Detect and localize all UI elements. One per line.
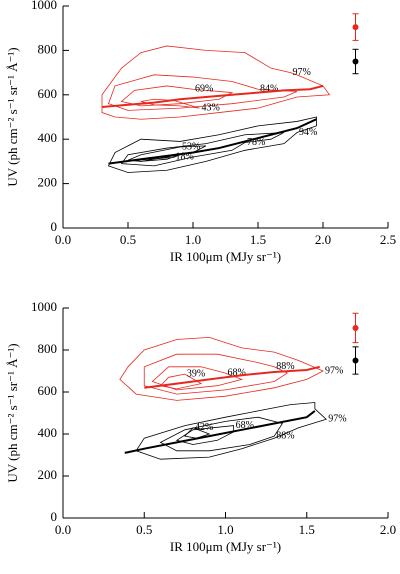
contour-label: 69% [195, 84, 213, 95]
contour-label: 97% [325, 365, 343, 376]
error-point [352, 357, 359, 364]
y-tick-label: 400 [38, 130, 58, 145]
contour-label: 43% [202, 102, 220, 113]
median-line [108, 118, 317, 165]
y-tick-label: 200 [38, 175, 58, 190]
y-tick-label: 800 [38, 41, 58, 56]
y-tick-label: 200 [38, 467, 58, 482]
x-tick-label: 1.0 [185, 232, 201, 247]
y-tick-label: 800 [38, 341, 58, 356]
contour-label: 88% [276, 361, 294, 372]
x-tick-label: 0.0 [55, 232, 71, 247]
y-tick-label: 600 [38, 383, 58, 398]
x-tick-label: 0.5 [120, 232, 136, 247]
contour-label: 84% [260, 84, 278, 95]
contour [135, 402, 328, 460]
median-line [124, 410, 316, 454]
error-point [352, 24, 359, 31]
x-tick-label: 2.0 [380, 522, 396, 537]
median-line [144, 365, 320, 389]
contour-label: 78% [247, 137, 265, 148]
contour-label: 68% [228, 367, 246, 378]
x-tick-label: 1.5 [250, 232, 266, 247]
error-point [352, 58, 359, 65]
error-point [352, 324, 359, 331]
x-axis-label: IR 100μm (MJy sr⁻¹) [170, 539, 281, 554]
x-tick-label: 1.0 [217, 522, 233, 537]
y-tick-label: 400 [38, 425, 58, 440]
contour-label: 94% [299, 127, 317, 138]
median-line [101, 84, 324, 109]
contour-label: 53% [182, 141, 200, 152]
x-tick-label: 2.0 [315, 232, 331, 247]
y-tick-label: 0 [51, 509, 58, 524]
y-tick-label: 1000 [31, 0, 57, 12]
contour [107, 74, 298, 111]
contour [159, 416, 284, 452]
contour [107, 116, 317, 173]
contour [101, 45, 331, 120]
contour-label: 68% [236, 420, 254, 431]
contour [159, 373, 203, 390]
contour [143, 353, 289, 395]
contour-label: 18% [176, 152, 194, 163]
x-tick-label: 0.0 [55, 522, 71, 537]
x-tick-label: 2.5 [380, 232, 396, 247]
y-tick-label: 0 [51, 219, 58, 234]
x-tick-label: 1.5 [299, 522, 315, 537]
contour-label: 42% [195, 422, 213, 433]
y-tick-label: 600 [38, 86, 58, 101]
x-axis-label: IR 100μm (MJy sr⁻¹) [170, 249, 281, 264]
y-tick-label: 1000 [31, 299, 57, 314]
contour [120, 132, 285, 167]
x-tick-label: 0.5 [136, 522, 152, 537]
contour-label: 97% [293, 67, 311, 78]
contour-label: 97% [328, 414, 346, 425]
contour-label: 88% [276, 430, 294, 441]
contour [119, 336, 324, 401]
y-axis-label: UV (ph cm⁻² s⁻¹ sr⁻¹ Å⁻¹) [5, 47, 20, 186]
contour-label: 39% [187, 368, 205, 379]
y-axis-label: UV (ph cm⁻² s⁻¹ sr⁻¹ Å⁻¹) [5, 343, 20, 482]
